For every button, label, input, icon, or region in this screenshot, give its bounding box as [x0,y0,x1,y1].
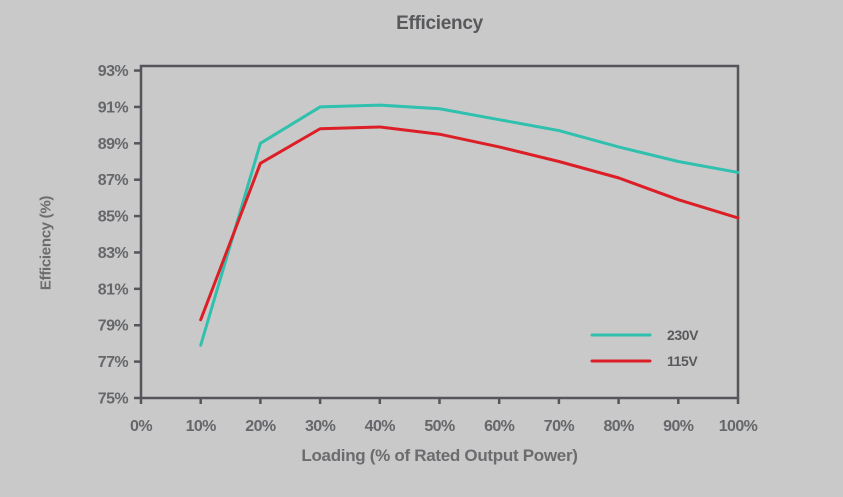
x-tick-label: 50% [424,418,455,435]
x-tick-label: 10% [186,418,217,435]
legend-label-115v: 115V [667,353,698,369]
x-axis-title: Loading (% of Rated Output Power) [301,446,578,465]
y-tick-label: 85% [98,209,129,226]
chart-title: Efficiency [396,13,483,34]
y-tick-label: 93% [98,63,129,80]
y-tick-label: 83% [98,245,129,262]
x-tick-label: 60% [484,418,515,435]
y-tick-label: 91% [98,99,129,116]
y-tick-label: 81% [98,281,129,298]
y-tick-label: 75% [98,391,129,408]
series-line-230v [199,103,740,347]
x-tick-label: 70% [544,418,575,435]
x-tick-label: 0% [130,418,152,435]
x-tick-label: 40% [365,418,396,435]
y-tick-label: 77% [98,354,129,371]
series-line-115v [199,125,740,322]
x-tick-label: 90% [663,418,694,435]
x-tick-label: 100% [719,418,758,435]
y-tick-label: 79% [98,318,129,335]
y-tick-label: 89% [98,136,129,153]
y-tick-label: 87% [98,172,129,189]
x-tick-label: 30% [305,418,336,435]
legend-label-230v: 230V [667,327,699,343]
x-tick-label: 20% [245,418,276,435]
plot-frame [139,64,740,400]
x-tick-label: 80% [603,418,634,435]
